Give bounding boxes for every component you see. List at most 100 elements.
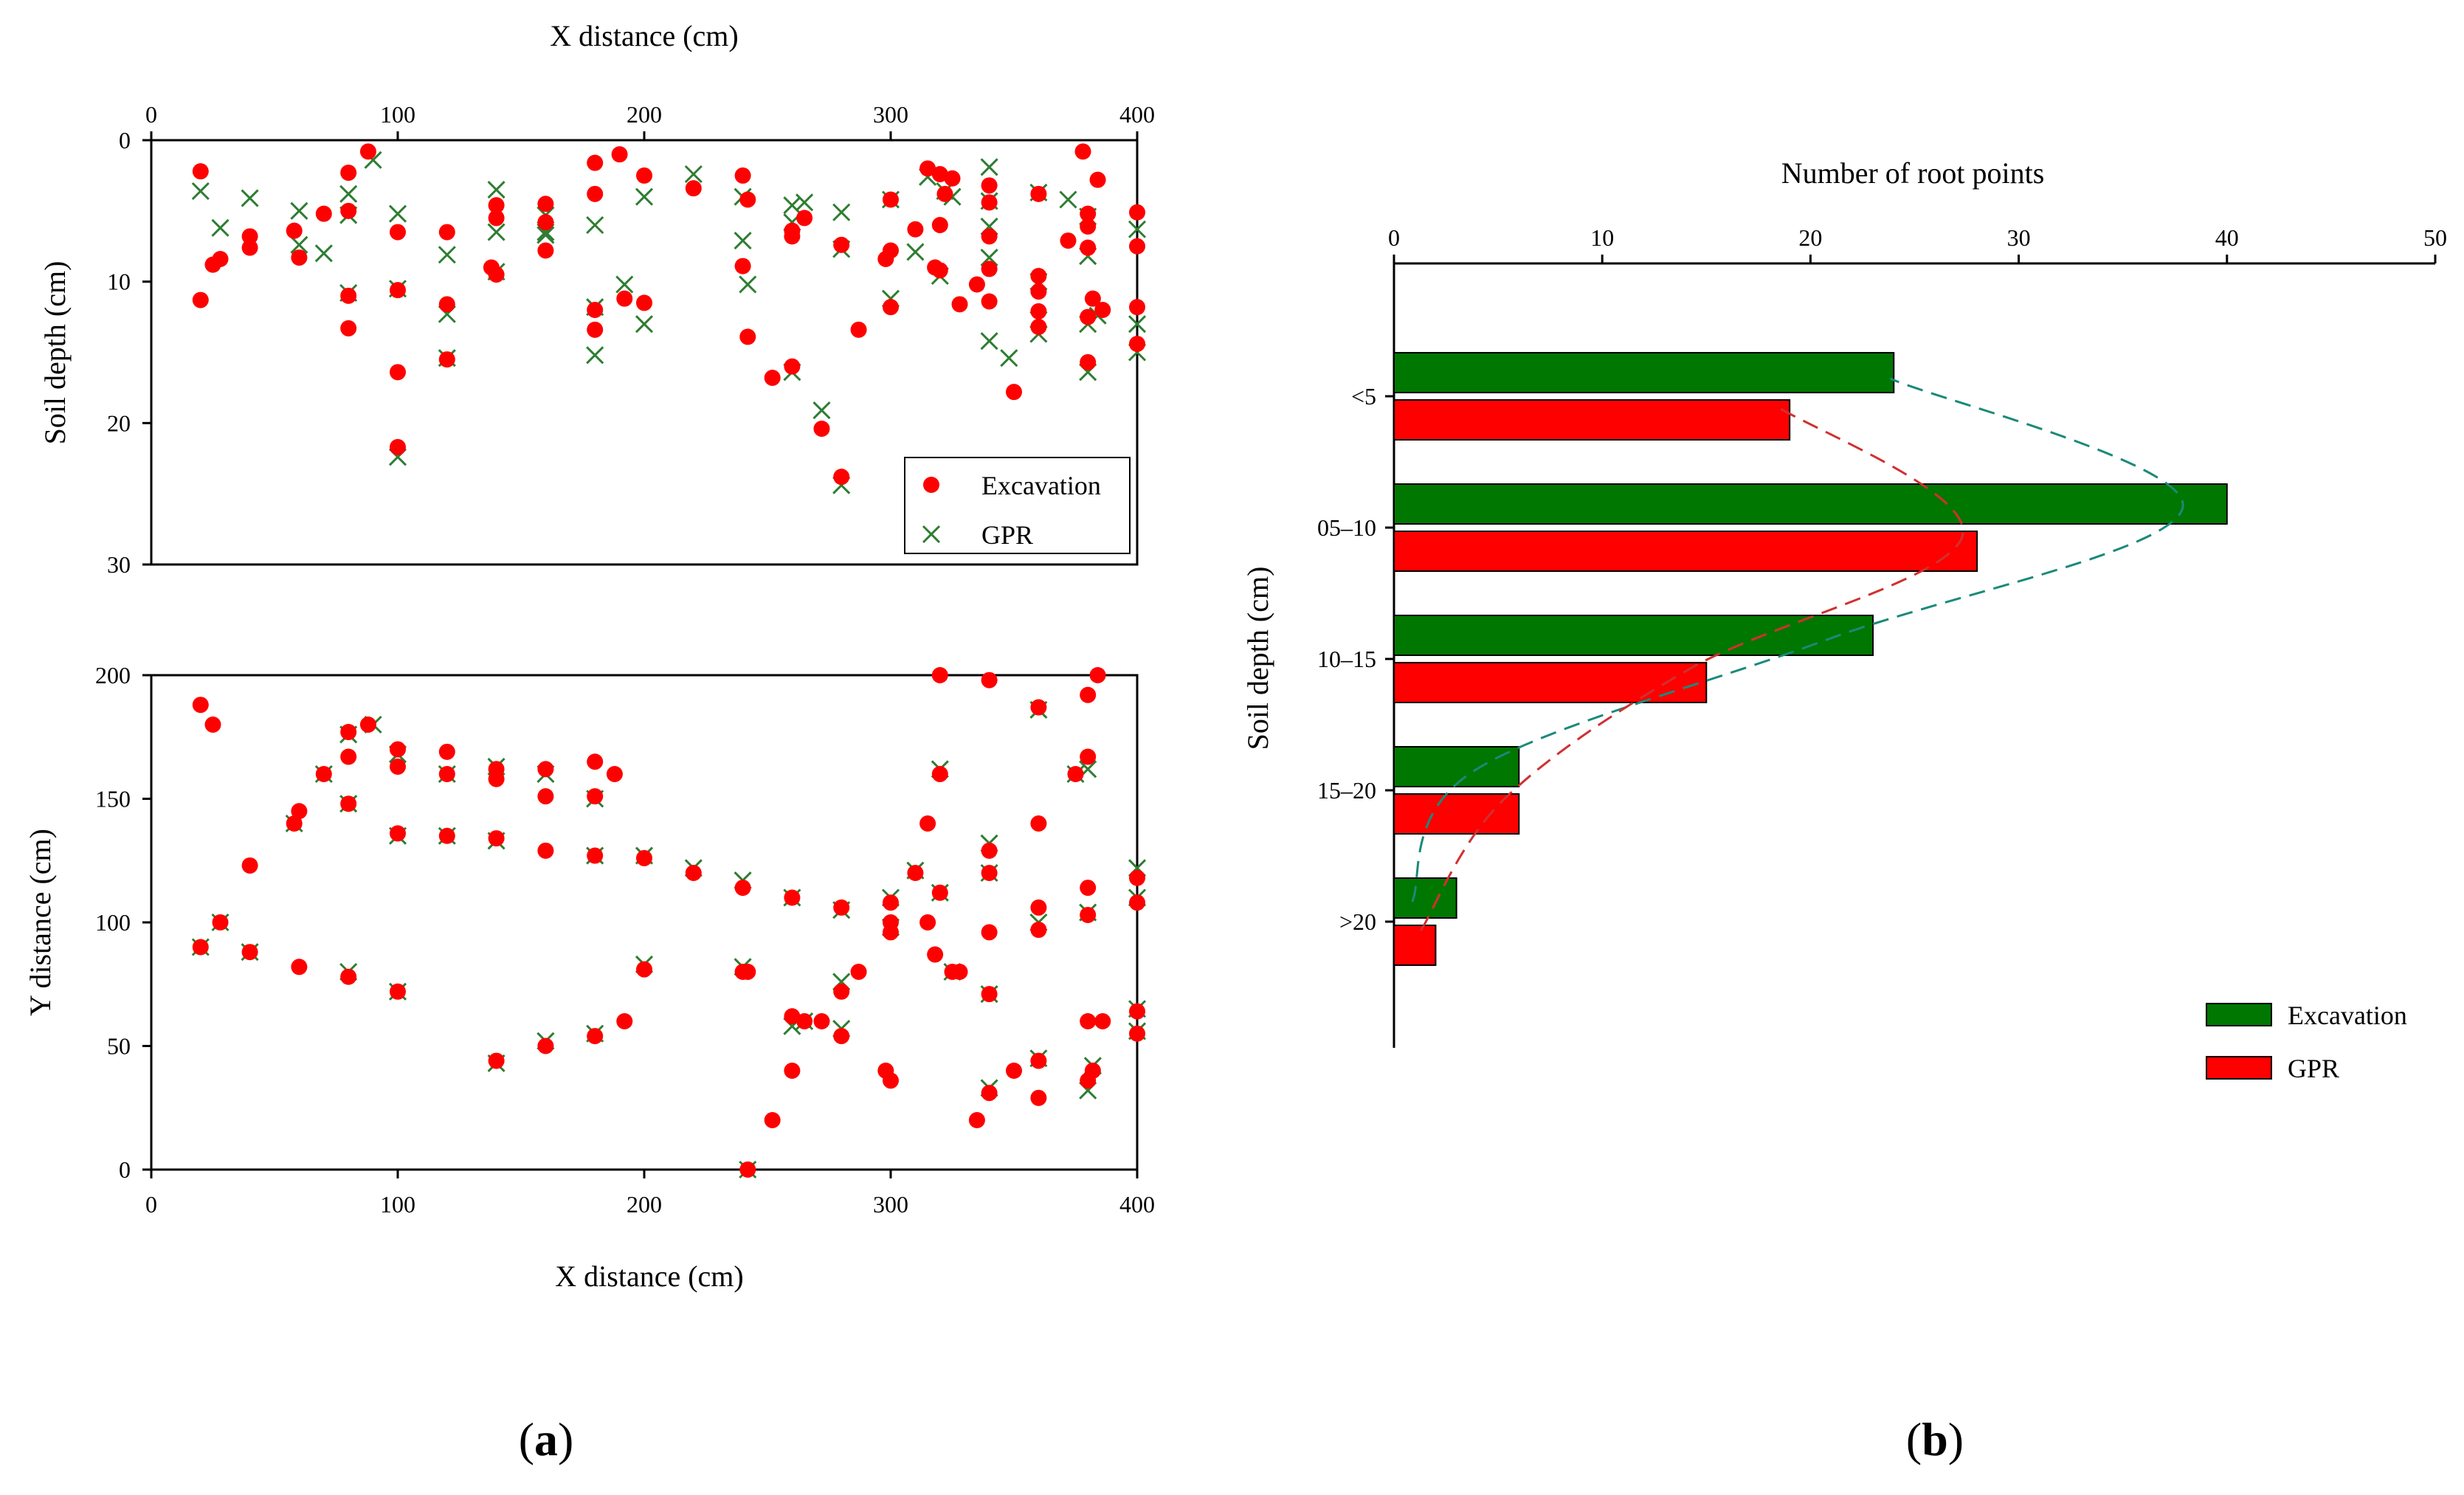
excavation-point xyxy=(488,210,505,227)
bars-b xyxy=(1393,352,2228,966)
excavation-point xyxy=(739,191,756,208)
excavation-point xyxy=(340,968,357,985)
marks-a-bottom xyxy=(191,667,1147,1179)
excavation-point xyxy=(438,296,455,313)
excavation-point xyxy=(981,671,998,688)
excavation-point xyxy=(1030,899,1047,916)
excavation-point xyxy=(981,842,998,859)
excavation-point xyxy=(587,788,604,805)
excavation-point xyxy=(883,1072,899,1089)
excavation-point xyxy=(981,194,998,211)
legend-swatch-gpr-b xyxy=(2206,1056,2272,1080)
excavation-point xyxy=(1080,239,1097,256)
excavation-point xyxy=(438,224,455,241)
chart-a-bottom: X distance (cm) Y distance (cm) 0 100 200 3… xyxy=(24,662,1155,1293)
excavation-point xyxy=(291,803,308,820)
excavation-point xyxy=(291,959,308,976)
excavation-point xyxy=(981,260,998,277)
legend-label-gpr-a-top: GPR xyxy=(981,520,1033,550)
excavation-point xyxy=(813,1013,830,1029)
excavation-point xyxy=(390,224,406,241)
excavation-point xyxy=(1129,869,1145,886)
excavation-point xyxy=(390,282,406,299)
y-tick-label-b: 05–10 xyxy=(1317,514,1376,541)
x-axis-label-a-top: X distance (cm) xyxy=(550,19,738,52)
excavation-point xyxy=(919,815,936,832)
excavation-point xyxy=(587,847,604,864)
excavation-point xyxy=(390,983,406,1000)
gpr-point xyxy=(586,346,604,365)
excavation-point xyxy=(291,249,308,266)
excavation-point xyxy=(1080,1013,1097,1029)
excavation-point xyxy=(1030,303,1047,320)
excavation-point xyxy=(636,167,652,184)
y-tick-label-a-top: 0 xyxy=(119,127,131,153)
excavation-point xyxy=(390,364,406,381)
x-tick-label-a-top: 400 xyxy=(1119,101,1155,128)
excavation-point xyxy=(606,766,623,782)
excavation-point xyxy=(390,758,406,775)
bar-excavation xyxy=(1393,877,1457,919)
excavation-point xyxy=(192,291,209,308)
excavation-point xyxy=(340,748,357,765)
excavation-point xyxy=(1080,748,1097,765)
gpr-point xyxy=(1128,315,1147,334)
panel-label-b: (b) xyxy=(1906,1413,1964,1465)
excavation-point xyxy=(944,170,961,187)
excavation-point xyxy=(488,266,505,283)
excavation-point xyxy=(1094,1013,1111,1029)
excavation-point xyxy=(1030,319,1047,335)
ticks-a-bottom: 0 100 200 300 400 0 50 100 150 200 xyxy=(95,662,1155,1218)
chart-a-top: X distance (cm) Soil depth (cm) 0 100 200 3… xyxy=(38,19,1155,578)
excavation-point xyxy=(212,251,229,267)
y-tick-label-a-bottom: 0 xyxy=(119,1156,131,1183)
excavation-point xyxy=(764,1112,781,1128)
excavation-point xyxy=(833,983,850,1000)
excavation-point xyxy=(883,242,899,259)
excavation-point xyxy=(919,914,936,931)
x-tick-label-b: 20 xyxy=(1798,224,1822,251)
y-tick-label-a-top: 20 xyxy=(107,410,131,436)
gpr-point xyxy=(191,182,210,201)
x-tick-label-a-bottom: 200 xyxy=(627,1191,662,1218)
excavation-point xyxy=(286,222,303,239)
gpr-point xyxy=(290,201,308,220)
excavation-point xyxy=(537,788,554,805)
excavation-point xyxy=(1080,308,1097,325)
excavation-point xyxy=(739,964,756,980)
excavation-point xyxy=(981,177,998,194)
legend-a-top: Excavation GPR xyxy=(904,457,1131,554)
x-tick-label-a-top: 100 xyxy=(380,101,415,128)
excavation-point xyxy=(340,165,357,182)
legend-marker-excavation-a-top xyxy=(923,477,939,493)
excavation-point xyxy=(833,236,850,253)
legend-label-gpr-b: GPR xyxy=(2288,1054,2339,1083)
excavation-point xyxy=(1129,1003,1145,1020)
excavation-point xyxy=(883,191,899,208)
excavation-point xyxy=(1006,384,1022,401)
x-tick-label-b: 30 xyxy=(2007,224,2031,251)
gpr-point xyxy=(980,158,998,176)
excavation-point xyxy=(796,210,813,227)
excavation-point xyxy=(1030,1089,1047,1106)
excavation-point xyxy=(1030,815,1047,832)
excavation-point xyxy=(784,889,801,906)
y-tick-label-b: >20 xyxy=(1339,908,1376,935)
excavation-point xyxy=(833,1028,850,1045)
fitted-curve-excavation xyxy=(1411,377,2184,902)
gpr-point xyxy=(832,203,851,221)
excavation-point xyxy=(241,228,258,245)
bar-gpr xyxy=(1393,925,1437,966)
gpr-point xyxy=(339,184,358,203)
legend-label-excavation-a-top: Excavation xyxy=(981,471,1101,500)
excavation-point xyxy=(212,914,229,931)
chart-b: Number of root points Soil depth (cm) 0 1… xyxy=(1241,156,2447,1083)
legend-swatch-excavation-b xyxy=(2206,1003,2272,1026)
excavation-point xyxy=(784,358,801,375)
excavation-point xyxy=(764,370,781,386)
gpr-point xyxy=(739,275,757,294)
excavation-point xyxy=(1084,1063,1101,1079)
excavation-point xyxy=(587,154,604,171)
excavation-point xyxy=(1080,686,1097,703)
